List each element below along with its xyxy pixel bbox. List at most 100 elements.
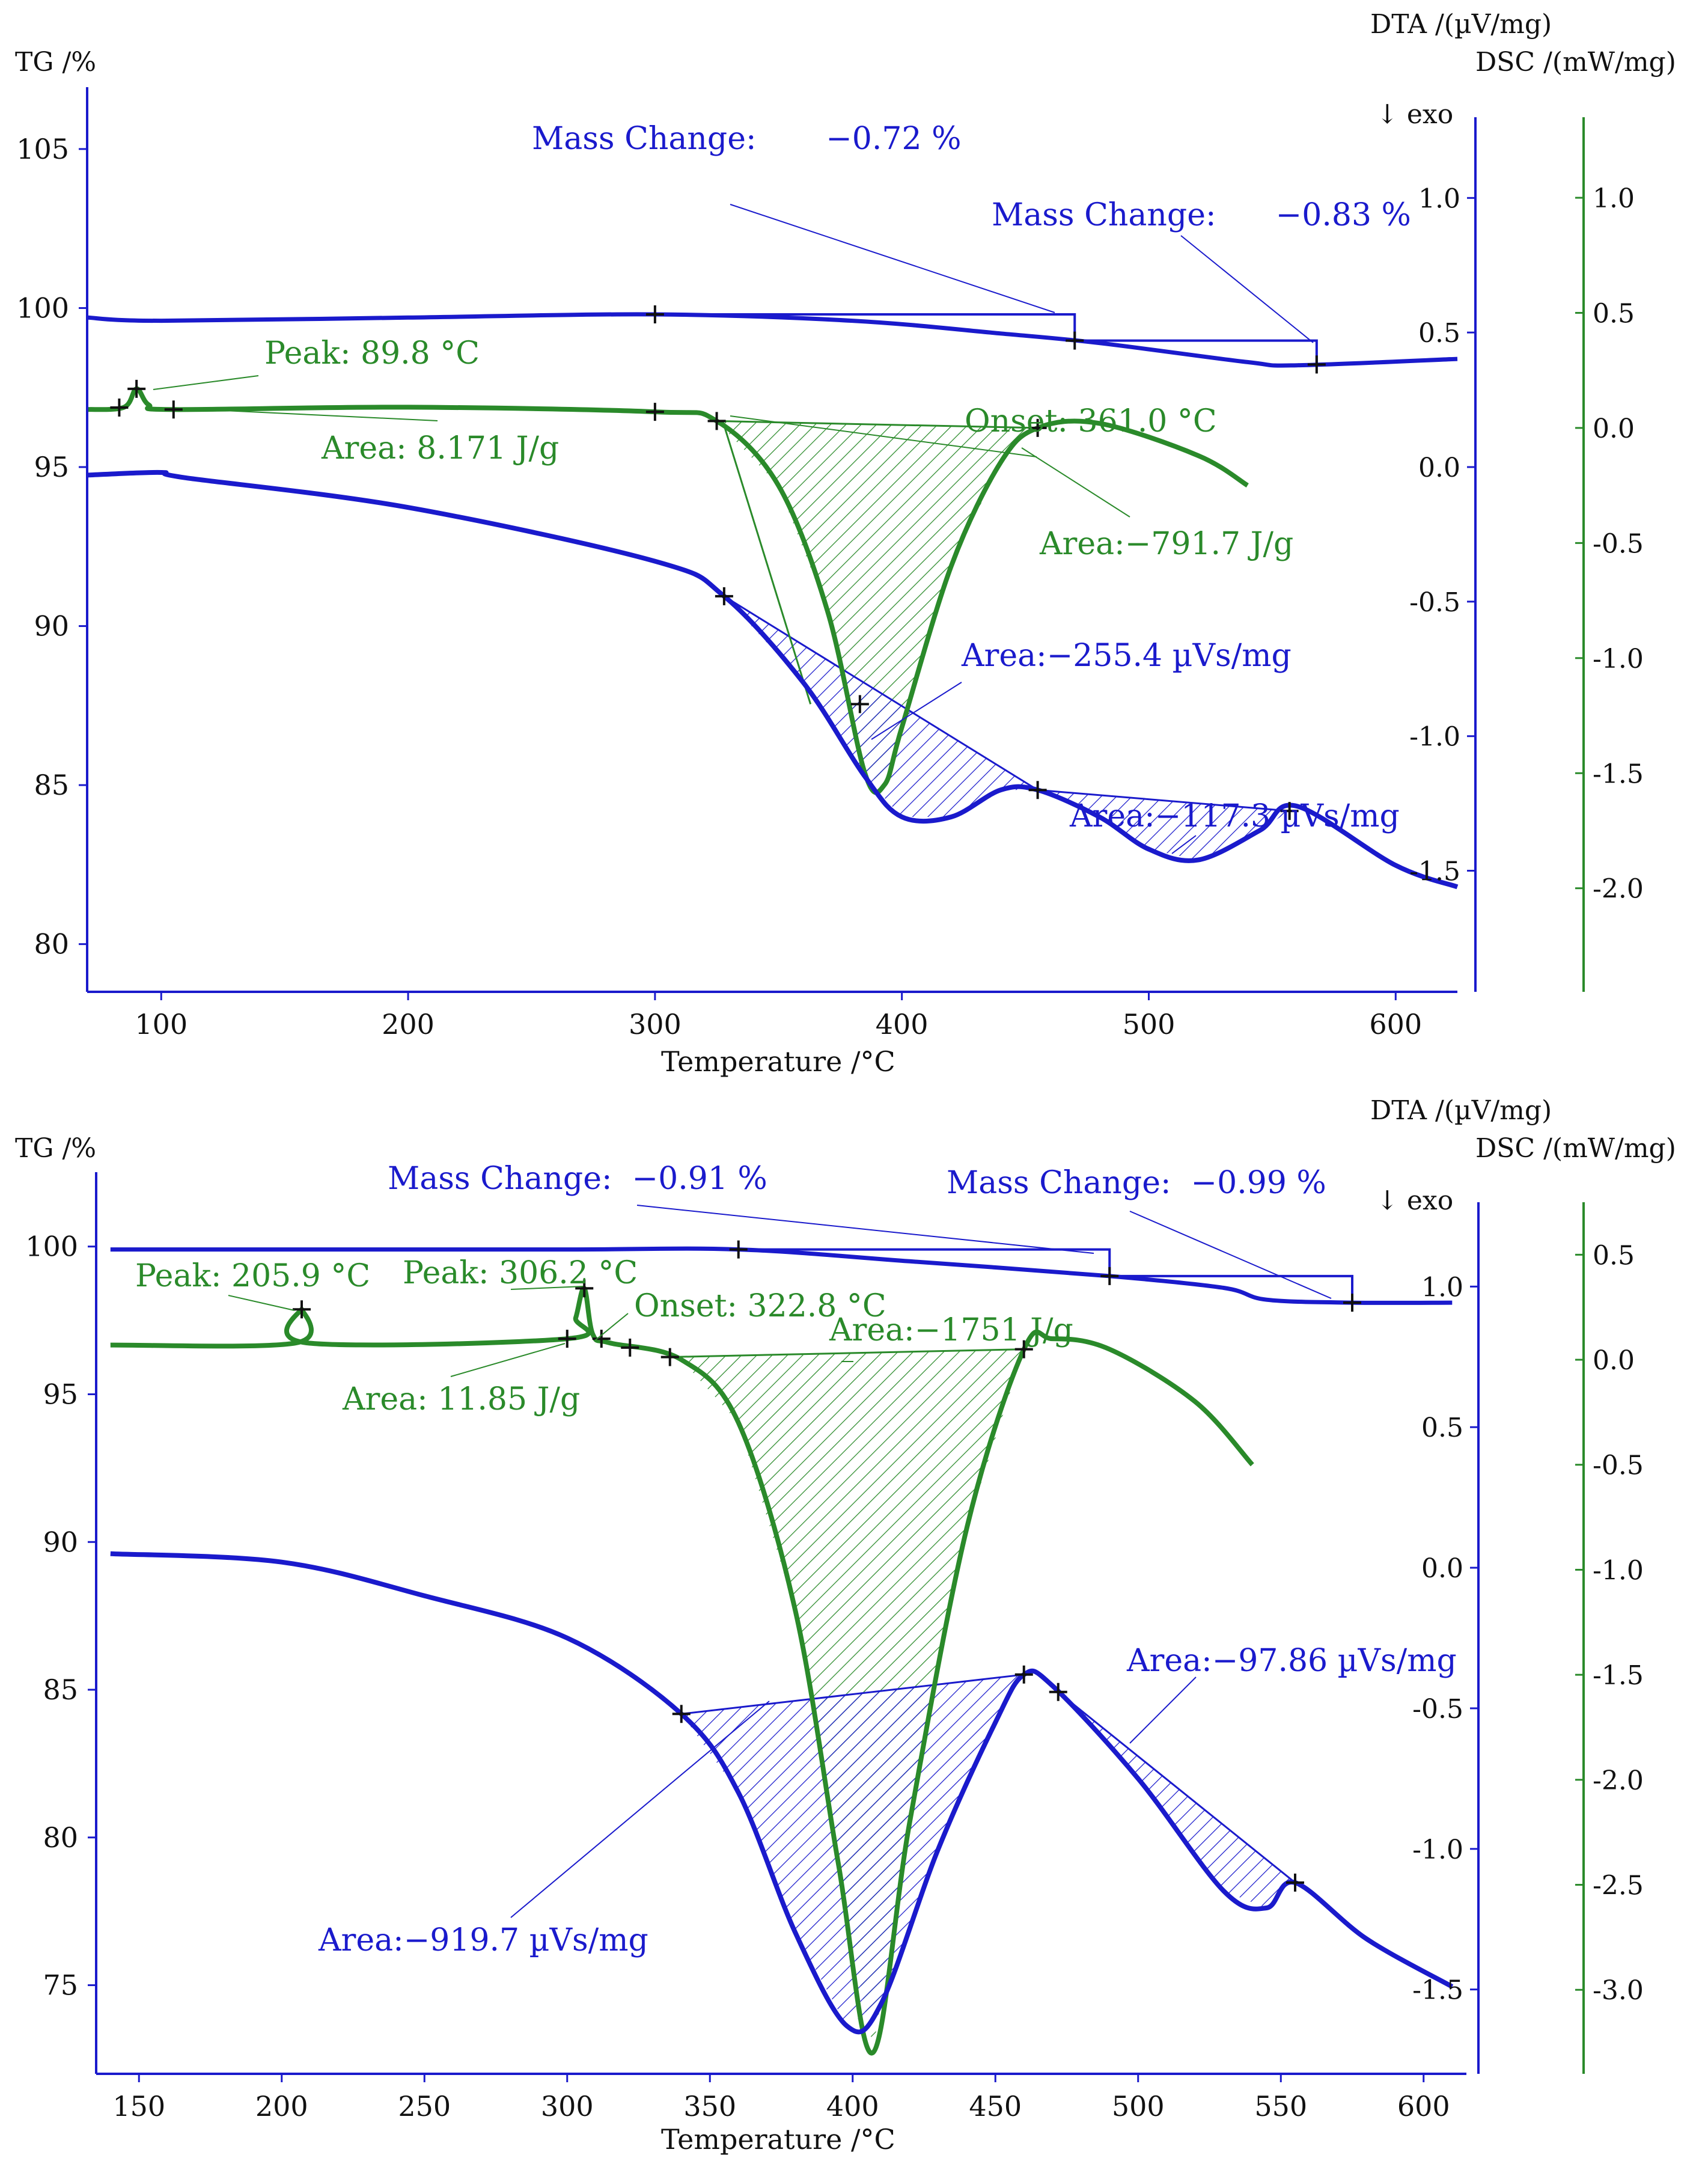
dsc-marker (707, 412, 726, 430)
dta-tick-label: -1.5 (1409, 857, 1460, 887)
x-axis-label: Temperature /°C (661, 1045, 895, 1078)
tg-tick-label: 80 (34, 928, 69, 961)
dsc-marker (1028, 418, 1047, 437)
dta-area-hatch-1-baseline (681, 1673, 1024, 1715)
tg-marker (645, 305, 664, 324)
curves-layer (110, 1246, 1454, 2056)
dta-tick-label: 0.5 (1418, 318, 1460, 349)
annotation-leader (1129, 1211, 1332, 1299)
dta-tick-label: 0.0 (1421, 1553, 1463, 1584)
tg-marker (1307, 355, 1326, 374)
dsc-area-hatch-baseline (669, 1348, 1024, 1359)
x-tick-label: 300 (541, 2090, 594, 2123)
annotation-peak-1: Peak: 205.9 °C (135, 1258, 370, 1294)
dsc-tick-label: 0.0 (1593, 414, 1635, 444)
annotation-leader (871, 682, 962, 740)
tg-tick-label: 90 (34, 610, 69, 643)
tg-tick-label: 75 (43, 1969, 78, 2002)
dta-marker (715, 587, 733, 605)
annotation-area-dsc-1: Area: 11.85 J/g (342, 1381, 580, 1417)
annotation-area-dta-1: Area:−255.4 µVs/mg (961, 638, 1292, 674)
dta-tick-label: 0.5 (1421, 1413, 1463, 1443)
chart-panel-bottom: 150 200 250 300 350 400 450 500 550 600 75 80 85 90 95… (15, 1095, 1676, 2156)
annotation-area-dsc-2: Area:−791.7 J/g (1039, 526, 1293, 562)
chart-panel-top: 100 200 300 400 500 600 80 85 90 95 100 105 -1.5 -1.0… (15, 9, 1676, 1078)
dsc-tick-label: -1.5 (1593, 759, 1644, 789)
axes-layer: 150 200 250 300 350 400 450 500 550 600 75 80 85 90 95… (25, 1172, 1644, 2123)
exo-label: ↓ exo (1376, 99, 1453, 130)
dsc-tick-label: -2.0 (1593, 874, 1644, 905)
dsc-marker (621, 1338, 639, 1357)
annotation-onset: Onset: 322.8 °C (634, 1288, 886, 1324)
annotation-area-dta-2: Area:−117.3 µVs/mg (1069, 798, 1400, 834)
dta-area-hatch-1 (681, 1674, 1024, 2023)
dsc-tick-label: 1.0 (1593, 183, 1635, 214)
dsc-marker (660, 1348, 679, 1366)
annotation-leader (450, 1343, 566, 1377)
dsc-tick-label: 0.5 (1593, 1240, 1635, 1271)
dta-axis-label: DTA /(µV/mg) (1370, 1095, 1552, 1126)
x-tick-label: 500 (1123, 1008, 1176, 1041)
annotation-leader (186, 408, 438, 421)
dta-marker (1280, 802, 1299, 821)
dsc-marker (110, 398, 129, 417)
annotation-mass-change-1: Mass Change: −0.91 % (388, 1161, 767, 1197)
dsc-tick-label: -1.0 (1593, 644, 1644, 674)
markers-layer (110, 204, 1326, 854)
x-tick-label: 200 (255, 2090, 308, 2123)
dsc-marker (575, 1279, 594, 1298)
area-hatch-layer (716, 420, 1290, 860)
x-tick-label: 550 (1254, 2090, 1307, 2123)
annotation-leader (594, 1313, 629, 1341)
tg-tick-label: 85 (43, 1673, 78, 1706)
x-tick-label: 600 (1369, 1008, 1422, 1041)
dta-area-hatch-1-baseline (724, 595, 1039, 791)
x-tick-label: 400 (826, 2090, 879, 2123)
annotation-leader (730, 415, 1037, 457)
dta-area-hatch-2-baseline (1057, 1691, 1296, 1884)
annotation-leader (1129, 1676, 1197, 1744)
annotation-leader (1180, 235, 1314, 343)
annotation-mass-change-2: Mass Change: −0.83 % (992, 197, 1411, 233)
axes-layer: 100 200 300 400 500 600 80 85 90 95 100 105 -1.5 -1.0… (16, 87, 1644, 1041)
dsc-marker (1014, 1340, 1033, 1359)
x-tick-label: 250 (398, 2090, 451, 2123)
dsc-tick-label: -0.5 (1593, 1450, 1644, 1481)
annotation-mass-change-2: Mass Change: −0.99 % (947, 1165, 1326, 1201)
dsc-tick-label: -1.0 (1593, 1555, 1644, 1586)
annotation-area-dsc-1: Area: 8.171 J/g (321, 430, 559, 466)
dta-curve (87, 469, 1459, 890)
annotation-leader (153, 375, 259, 390)
dta-marker (672, 1705, 691, 1723)
tg-marker (729, 1240, 748, 1259)
dta-area-hatch-1 (724, 596, 1038, 817)
x-tick-label: 500 (1112, 2090, 1165, 2123)
annotation-leader (228, 1295, 295, 1311)
dsc-tick-label: 0.5 (1593, 298, 1635, 329)
tg-tick-label: 100 (25, 1230, 78, 1263)
x-tick-label: 600 (1397, 2090, 1450, 2123)
annotation-area-dta-1: Area:−919.7 µVs/mg (318, 1922, 648, 1958)
dsc-tick-label: -3.0 (1593, 1975, 1644, 2006)
dsc-curve (87, 386, 1249, 795)
x-tick-label: 150 (112, 2090, 165, 2123)
dsc-marker (645, 403, 664, 421)
annotation-leader (730, 204, 1055, 313)
annotation-leader (510, 1701, 770, 1918)
onset-marker (850, 695, 869, 714)
tg-axis-label: TG /% (15, 1133, 96, 1164)
dta-tick-label: 0.0 (1418, 453, 1460, 483)
annotation-area-dta-2: Area:−97.86 µVs/mg (1126, 1643, 1457, 1679)
dta-marker (1049, 1683, 1067, 1701)
dsc-tick-label: -2.5 (1593, 1871, 1644, 1901)
tg-axis-label: TG /% (15, 47, 96, 78)
dta-area-hatch-2-baseline (1037, 789, 1290, 812)
annotation-onset: Onset: 361.0 °C (965, 403, 1217, 439)
dta-tick-label: -0.5 (1412, 1694, 1463, 1725)
annotation-mass-change-1: Mass Change: −0.72 % (532, 121, 962, 157)
dta-tick-label: 1.0 (1418, 183, 1460, 214)
tg-marker (1343, 1294, 1361, 1312)
tg-tick-label: 95 (34, 451, 69, 483)
tg-tick-label: 95 (43, 1378, 78, 1410)
